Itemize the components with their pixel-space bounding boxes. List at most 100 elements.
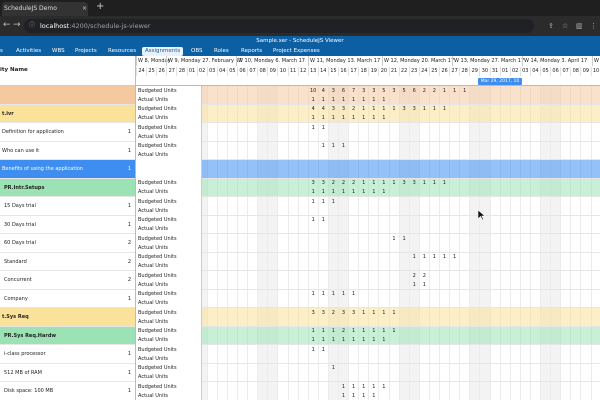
budgeted-units-label: Budgeted Units [138, 346, 177, 353]
activity-name: Standard [4, 258, 27, 265]
actual-value: 1 [311, 115, 315, 122]
address-bar[interactable]: ⓘ localhost:4200/schedule-js-viewer [24, 19, 534, 33]
browser-tab[interactable]: ScheduleJS Demo × [2, 2, 88, 16]
menu-icon[interactable]: ⋮ [590, 22, 597, 30]
activity-row[interactable]: PR.Intr.Setups [0, 178, 135, 197]
day-label: 31 [491, 68, 499, 74]
budgeted-value: 3 [311, 180, 315, 186]
bookmark-icon[interactable]: ☆ [562, 22, 569, 30]
budgeted-value: 3 [412, 106, 416, 112]
budgeted-value: 1 [341, 143, 346, 149]
actual-value: 1 [341, 337, 346, 344]
actual-value: 1 [382, 115, 386, 122]
grid-line [358, 86, 360, 400]
grid-line [489, 86, 491, 400]
day-label: 05 [229, 68, 236, 74]
activity-row[interactable]: Who can use it 1 [0, 141, 135, 160]
grid-line [469, 86, 471, 400]
forward-icon[interactable]: → [13, 20, 21, 30]
day-divider [449, 67, 451, 76]
activity-count: 1 [127, 369, 131, 376]
actual-value: 1 [352, 96, 356, 103]
activity-count: 2 [127, 258, 131, 265]
budgeted-value: 3 [402, 106, 406, 112]
activity-row[interactable]: Concurrent 2 [0, 271, 135, 290]
grid-line [459, 86, 461, 400]
day-label: 05 [542, 68, 549, 74]
sidebar-icon[interactable]: ▥ [576, 22, 583, 30]
day-divider [529, 67, 531, 76]
menu-item-reports[interactable]: Reports [241, 48, 263, 54]
activity-row[interactable]: 30 Days trial 1 [0, 215, 135, 234]
activity-row[interactable]: 15 Days trial 1 [0, 197, 135, 216]
day-label: 23 [411, 68, 418, 74]
activity-row[interactable]: i-class processor 1 [0, 345, 135, 364]
day-label: 06 [239, 68, 246, 74]
activity-row[interactable]: t.Sys Req [0, 308, 135, 327]
menu-item-s[interactable]: s [0, 48, 3, 54]
actual-value: 1 [372, 189, 376, 196]
time-tooltip: Mar 29, 2017, 10 am [478, 78, 522, 91]
activity-row[interactable]: PR.Sys Req.Hardw [0, 326, 135, 345]
assignment-grid[interactable]: 10 4 3 6 7 3 3 5 3 5 6 2 2 1 1 1 1 1 1 1 1 1 1 1 4 4 3 3 2 1 1 1 1 3 3 1 1 1 1… [202, 86, 600, 400]
day-label: 20 [380, 68, 388, 74]
activity-row[interactable]: Benefits of using the application 1 [0, 160, 135, 179]
menu-item-assignments[interactable]: Assignments [142, 47, 184, 56]
activity-count: 1 [127, 147, 131, 154]
share-icon[interactable]: ⇪ [548, 22, 554, 30]
week-divider [308, 56, 309, 66]
budgeted-units-label: Budgeted Units [138, 235, 177, 242]
activity-name: Company [4, 295, 28, 302]
back-icon[interactable]: ← [3, 20, 11, 30]
activity-row[interactable]: Disk space: 100 MB 1 [0, 382, 135, 400]
activity-row[interactable]: Definition for application 1 [0, 123, 135, 142]
activity-name: 512 MB of RAM [4, 369, 42, 376]
grid-line [226, 86, 228, 400]
activity-count: 1 [127, 388, 131, 394]
day-label: 08 [572, 68, 579, 74]
day-divider [216, 67, 218, 76]
menu-item-obs[interactable]: OBS [191, 48, 203, 54]
actual-units-label: Actual Units [138, 337, 169, 344]
activity-row[interactable]: Company 1 [0, 289, 135, 308]
activity-row[interactable]: 60 Days trial 2 [0, 234, 135, 253]
day-divider [368, 67, 370, 76]
info-icon[interactable]: ⓘ [29, 22, 36, 29]
activity-count: 1 [127, 351, 131, 357]
menu-item-wbs[interactable]: WBS [52, 48, 65, 54]
menu-item-roles[interactable]: Roles [214, 48, 229, 54]
actual-units-label: Actual Units [138, 263, 169, 270]
day-label: 22 [400, 68, 408, 74]
activity-name: 30 Days trial [4, 221, 36, 228]
menu-item-project-expenses[interactable]: Project Expenses [273, 48, 320, 54]
close-tab-icon[interactable]: × [82, 5, 88, 12]
budgeted-value: 1 [382, 328, 386, 334]
menu-item-resources[interactable]: Resources [108, 48, 137, 54]
grid-line [257, 86, 259, 400]
day-label: 01 [188, 68, 196, 74]
new-tab-icon[interactable]: + [96, 1, 105, 12]
budgeted-units-label: Budgeted Units [138, 198, 177, 205]
budgeted-value: 1 [453, 87, 457, 94]
actual-value: 1 [311, 96, 315, 103]
activity-name: t.ivr [2, 110, 14, 117]
menu-item-activities[interactable]: Activities [16, 48, 42, 54]
activity-row[interactable]: Standard 2 [0, 252, 135, 271]
grid-line [439, 86, 440, 400]
day-divider [166, 67, 168, 76]
activity-row[interactable]: t.ivr [0, 104, 135, 123]
budgeted-value: 2 [341, 328, 346, 334]
day-divider [146, 67, 148, 76]
activity-name: PR.Intr.Setups [4, 184, 45, 191]
weekend-shade [338, 86, 349, 400]
budgeted-value: 6 [341, 87, 346, 94]
activity-row[interactable] [0, 86, 135, 105]
budgeted-value: 1 [432, 180, 436, 186]
weekend-shade [540, 86, 551, 400]
actual-value: 1 [362, 96, 366, 103]
menu-item-projects[interactable]: Projects [75, 48, 97, 54]
weekend-shade [257, 86, 269, 400]
activity-row[interactable]: 512 MB of RAM 1 [0, 363, 135, 382]
actual-value: 1 [422, 281, 426, 288]
budgeted-value: 5 [402, 87, 406, 94]
